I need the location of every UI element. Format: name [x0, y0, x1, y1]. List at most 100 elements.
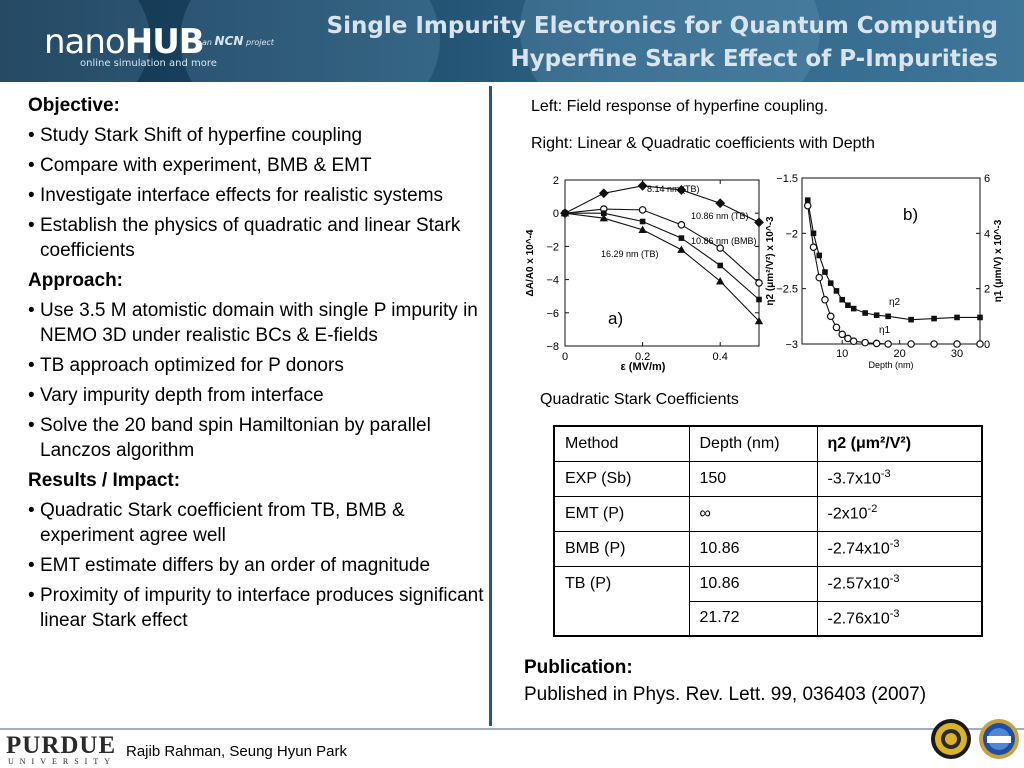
logo-tagline: online simulation and more [80, 58, 217, 69]
data-point-b [810, 230, 817, 237]
data-point-b [832, 323, 841, 332]
table-row: EXP (Sb) 150 -3.7x10-3 [553, 460, 983, 497]
list-item: Study Stark Shift of hyperfine coupling [28, 123, 498, 148]
list-item: Proximity of impurity to interface produ… [28, 583, 498, 633]
data-point-b [809, 243, 818, 251]
results-list: Quadratic Stark coefficient from TB, BMB… [28, 498, 498, 633]
nanohub-logo[interactable]: nanoHUB [44, 22, 205, 62]
approach-heading: Approach: [28, 270, 123, 291]
data-point-a [755, 279, 763, 287]
list-item: Establish the physics of quadratic and l… [28, 213, 498, 263]
header-method: Method [553, 425, 690, 462]
cell-method: BMB (P) [553, 530, 690, 567]
data-point-a [601, 210, 607, 216]
data-point-b [976, 340, 984, 348]
series-label-a: 8.14 nm (TB) [647, 184, 700, 194]
y-tick-label-b-right: 6 [984, 173, 990, 185]
data-point-b [861, 338, 869, 347]
x-tick-label-b: 20 [893, 348, 905, 360]
data-point-b [873, 312, 880, 319]
value-mantissa: -2x10 [827, 505, 868, 523]
data-point-b [908, 316, 914, 323]
data-point-b [977, 314, 983, 321]
data-point-b [907, 340, 915, 348]
list-item: Compare with experiment, BMB & EMT [28, 153, 498, 178]
cell-value: -2x10-2 [816, 495, 983, 532]
data-point-a [715, 198, 726, 209]
data-point-b [850, 305, 857, 312]
purdue-logo[interactable]: PURDUE [6, 732, 117, 759]
panel-label-a: a) [608, 309, 623, 328]
data-point-b [884, 340, 892, 348]
y-tick-label-a: −6 [546, 308, 559, 320]
y-tick-label-b-right: 4 [984, 228, 990, 240]
ncn-prefix: an [202, 38, 212, 47]
data-point-b [804, 197, 811, 203]
x-tick-label-a: 0.4 [713, 351, 728, 363]
value-exponent: -3 [889, 538, 900, 551]
series-line-b [807, 200, 980, 321]
list-item: Quadratic Stark coefficient from TB, BMB… [28, 498, 498, 548]
seal-icon [931, 719, 971, 759]
data-point-a [638, 206, 647, 214]
value-mantissa: -2.76x10 [827, 610, 890, 628]
data-point-a [676, 185, 687, 195]
table-caption: Quadratic Stark Coefficients [540, 391, 739, 408]
x-tick-label-a: 0.2 [635, 351, 650, 363]
data-point-b [839, 296, 845, 303]
data-point-b [821, 295, 829, 304]
data-point-a [756, 296, 762, 303]
value-mantissa: -2.57x10 [827, 575, 890, 593]
title-line-1: Single Impurity Electronics for Quantum … [326, 13, 998, 39]
cell-method: TB (P) [553, 565, 690, 637]
series-label-a: 10.86 nm (TB) [691, 211, 749, 221]
data-point-a [599, 213, 608, 222]
value-exponent: -3 [889, 608, 900, 621]
cell-depth: ∞ [688, 495, 818, 532]
data-point-a [677, 221, 686, 229]
value-mantissa: -3.7x10 [827, 470, 881, 488]
x-axis-label-a: ε (MV/m) [621, 361, 666, 373]
plot-frame-a [564, 179, 760, 347]
publication-text: Published in Phys. Rev. Lett. 99, 036403… [524, 684, 927, 705]
data-point-a [716, 277, 725, 285]
data-point-b [954, 314, 960, 321]
list-item: EMT estimate differs by an order of magn… [28, 553, 498, 578]
cell-method: EMT (P) [553, 495, 690, 532]
y-tick-label-a: 0 [553, 208, 559, 220]
y-tick-label-a: −4 [546, 275, 559, 287]
data-point-b [822, 269, 828, 275]
value-exponent: -3 [889, 573, 900, 586]
data-point-b [827, 280, 834, 286]
data-point-a [754, 217, 764, 228]
title-line-2: Hyperfine Stark Effect of P-Impurities [510, 46, 998, 72]
series-label-a: 10.86 nm (BMB) [691, 236, 757, 246]
data-point-a [716, 244, 725, 252]
series-line-a [564, 212, 760, 322]
value-exponent: -2 [867, 503, 878, 516]
x-axis-label-b: Depth (nm) [868, 360, 913, 370]
data-point-b [930, 340, 938, 348]
data-point-b [845, 302, 851, 309]
header-banner: nanoHUB online simulation and more an NC… [0, 0, 1024, 82]
y-axis-label-b-right: η1 (μm/V) x 10^-3 [993, 219, 1004, 302]
table-header-row: Method Depth (nm) η2 (μm²/V²) [553, 425, 983, 462]
purdue-logo-sub: UNIVERSITY [8, 757, 116, 766]
series-label-a: 16.29 nm (TB) [601, 249, 659, 259]
table-row: EMT (P) ∞ -2x10-2 [553, 495, 983, 532]
data-point-b [826, 312, 835, 321]
header-depth: Depth (nm) [688, 425, 818, 462]
data-point-a [560, 209, 570, 217]
ncn-name: NCN [214, 34, 244, 48]
data-point-b [931, 315, 937, 322]
figure-svg: 20−2−4−6−80 0.2 0.4ε (MV/m)ΔA/A0 x 10^-48.… [525, 173, 1004, 373]
data-point-b [816, 252, 823, 259]
data-point-b [953, 340, 961, 348]
panel-label-b: b) [903, 205, 918, 224]
series-label-b: η2 [889, 297, 901, 308]
ncn-badge: an NCN project [202, 34, 274, 48]
data-point-a [677, 245, 686, 253]
value-mantissa: -2.74x10 [827, 540, 890, 558]
data-point-a [754, 316, 764, 325]
data-point-b [815, 273, 824, 282]
